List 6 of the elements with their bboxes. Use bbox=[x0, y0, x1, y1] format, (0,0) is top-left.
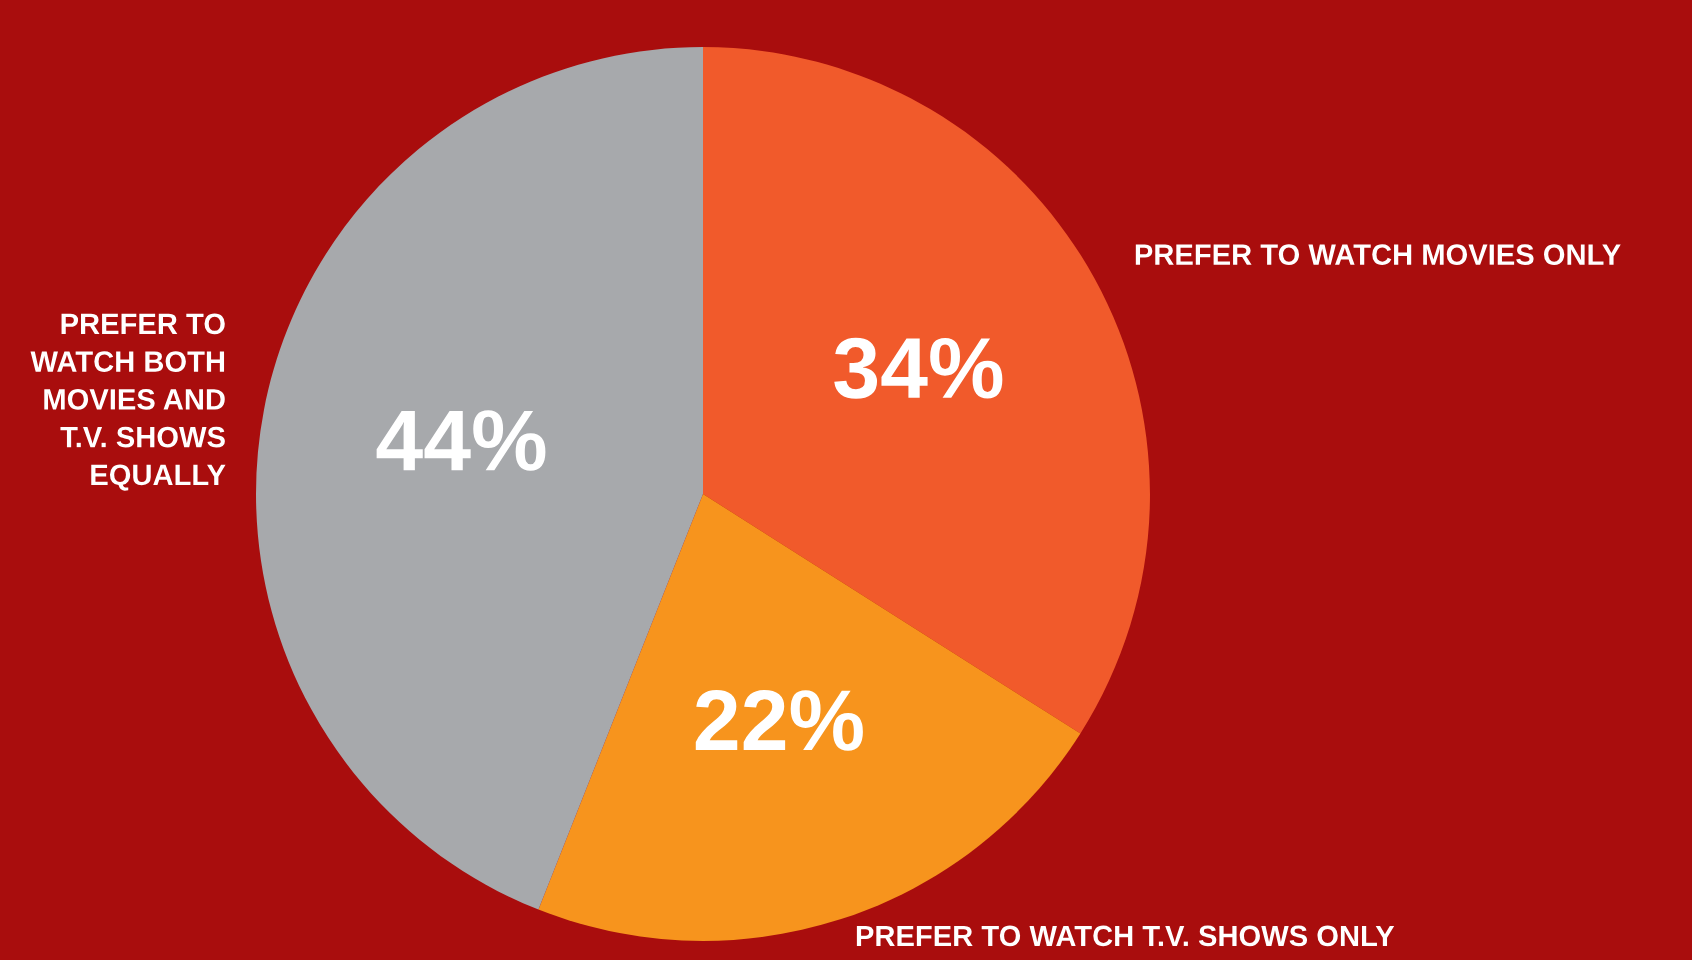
data-label: 44% bbox=[376, 410, 546, 471]
slice-label: PREFER TO WATCH BOTH MOVIES AND T.V. SHOWS EQUALLY bbox=[30, 313, 226, 491]
data-label: 34% bbox=[834, 337, 1003, 399]
slice-label: PREFER TO WATCH T.V. SHOWS ONLY bbox=[856, 925, 1395, 947]
data-label: 22% bbox=[695, 689, 863, 751]
slice-label: PREFER TO WATCH MOVIES ONLY bbox=[1135, 244, 1621, 265]
